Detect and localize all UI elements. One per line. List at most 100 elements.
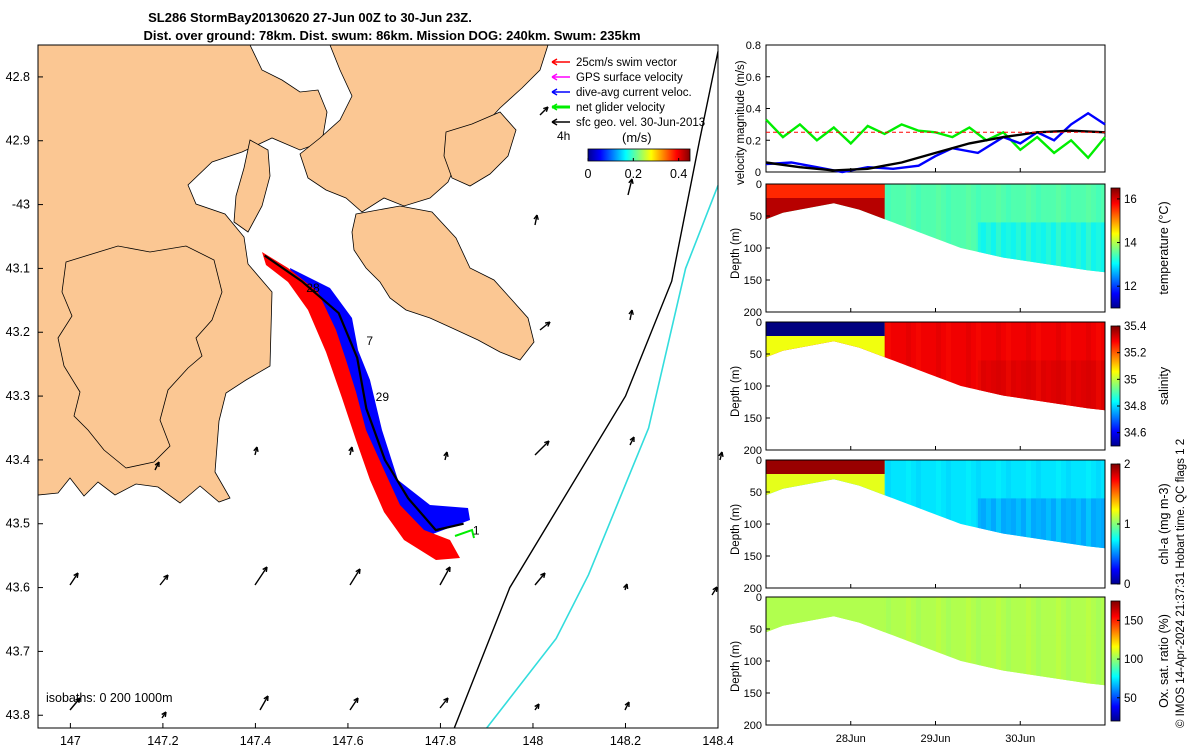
velocity-arrow-15 [154, 461, 160, 471]
depth-ylabel: Depth (m) [730, 228, 742, 279]
map-ytick-label: 43.3 [6, 389, 30, 403]
depth-tick-label: 50 [750, 624, 762, 636]
map-ytick-label: 43.1 [6, 261, 30, 275]
colorbar-tick-label: 12 [1124, 281, 1137, 293]
velocity-arrow-19 [534, 440, 550, 456]
legend-item-1: GPS surface velocity [551, 72, 683, 84]
colorbar-tick-label: 50 [1124, 693, 1137, 705]
velocity-arrow-4 [439, 566, 451, 586]
velocity-ytick-label: 0.8 [746, 40, 761, 52]
colorbar-tick-label: 16 [1124, 194, 1137, 206]
velocity-axes-box [765, 44, 1106, 173]
depth-tick-label: 200 [744, 583, 762, 595]
velocity-arrow-0 [69, 572, 79, 586]
velocity-arrow-14 [624, 701, 630, 711]
depth-tick-label: 100 [744, 519, 762, 531]
map-panel: 28 7 29 1 25cm/s swim vector GPS surface vel… [6, 44, 734, 748]
velocity-ytick-label: 0 [755, 167, 761, 179]
velocity-arrow-7 [711, 586, 718, 596]
map-xtick-label: 147.4 [240, 734, 271, 748]
map-axes: 147 147.2 147.4 147.6 147.8 148 148.2 148.4 42.8… [6, 70, 734, 748]
colorbar-tick-label: 1 [1124, 519, 1130, 531]
velocity-arrow-13 [534, 703, 540, 711]
depth-ylabel: Depth (m) [730, 504, 742, 555]
velocity-arrow-1 [159, 574, 169, 586]
time-tick-label: 30Jun [1005, 733, 1035, 745]
velocity-arrow-24 [627, 178, 634, 196]
velocity-arrow-6 [623, 583, 629, 591]
map-xtick-label: 148.4 [702, 734, 733, 748]
depth-tick-label: 200 [744, 307, 762, 319]
legend-label: GPS surface velocity [576, 72, 683, 84]
legend-label: sfc geo. vel. 30-Jun-2013 [576, 117, 705, 129]
day-label-0: 28 [306, 281, 320, 295]
legend-label: net glider velocity [576, 102, 665, 114]
colorbar-label: Ox. sat. ratio (%) [1157, 614, 1171, 708]
depth-tick-label: 200 [744, 445, 762, 457]
legend-label: dive-avg current veloc. [576, 87, 692, 99]
depth-tick-label: 150 [744, 551, 762, 563]
depth-tick-label: 0 [756, 592, 762, 604]
figure-title: SL286 StormBay20130620 27-Jun 00Z to 30-… [148, 10, 472, 25]
map-ytick-label: 43.5 [6, 517, 30, 531]
colorbar-tick-label: 0 [1124, 579, 1130, 591]
velocity-arrow-16 [253, 446, 259, 456]
map-ytick-label: 43.6 [6, 581, 30, 595]
velocity-arrow-25 [539, 106, 549, 116]
map-ytick-label: 42.8 [6, 70, 30, 84]
day-labels: 28 7 29 1 [306, 281, 480, 538]
colorbar-tick-label: 0.2 [625, 167, 642, 181]
depth-tick-label: 100 [744, 656, 762, 668]
depth-tick-label: 0 [756, 455, 762, 467]
colorbar-units: (m/s) [622, 130, 652, 145]
map-xtick-label: 148.2 [610, 734, 641, 748]
velocity-ytick-label: 0.6 [746, 72, 761, 84]
map-ytick-label: 42.9 [6, 134, 30, 148]
colorbar-tick-label: 150 [1124, 615, 1143, 627]
glider-swath [262, 252, 475, 560]
depth-tick-label: 150 [744, 275, 762, 287]
colorbar-tick-label: 34.8 [1124, 401, 1146, 413]
depth-tick-label: 100 [744, 381, 762, 393]
velocity-arrow-8 [69, 697, 81, 711]
velocity-ytick-label: 0.4 [746, 104, 761, 116]
land-peninsula-south [57, 245, 223, 469]
colorbar-tick-label: 0.4 [670, 167, 687, 181]
section-colorbar [1110, 325, 1121, 447]
colorbar-tick-label: 35.2 [1124, 348, 1146, 360]
isobath-note: isobaths: 0 200 1000m [46, 691, 172, 705]
colorbar-label: chl-a (mg m-3) [1157, 483, 1171, 564]
velocity-series-2 [765, 129, 1106, 172]
velocity-arrow-3 [349, 568, 361, 586]
depth-tick-label: 150 [744, 413, 762, 425]
velocity-arrow-11 [349, 697, 359, 711]
depth-tick-label: 100 [744, 243, 762, 255]
velocity-ylabel: velocity magnitude (m/s) [735, 60, 747, 185]
velocity-arrow-10 [259, 695, 269, 711]
map-ytick-label: 43.7 [6, 644, 30, 658]
colorbar-tick-label: 35 [1124, 374, 1137, 386]
isobath-1000m [453, 51, 719, 729]
velocity-arrow-17 [348, 446, 354, 456]
map-colorbar [587, 148, 691, 162]
velocity-arrow-26 [718, 451, 724, 461]
land-inner-spit [233, 139, 271, 233]
land-north-east [299, 44, 549, 213]
legend-label: 25cm/s swim vector [576, 57, 677, 69]
velocity-ytick-label: 0.2 [746, 135, 761, 147]
colorbar-label: salinity [1157, 366, 1171, 405]
colorbar-tick-label: 0 [585, 167, 592, 181]
land-island-small [443, 111, 517, 187]
velocity-arrow-5 [534, 572, 546, 586]
depth-tick-label: 150 [744, 688, 762, 700]
section-colorbar [1110, 600, 1121, 722]
velocity-arrow-20 [629, 436, 635, 446]
velocity-panel: 0 0.2 0.4 0.6 0.8 velocity magnitude (m/s) [735, 40, 1106, 185]
map-ytick-label: 43.4 [6, 453, 30, 467]
colorbar-label: temperature (°C) [1157, 201, 1171, 294]
velocity-arrow-12 [439, 697, 449, 709]
figure-subtitle: Dist. over ground: 78km. Dist. swum: 86k… [143, 28, 640, 43]
map-ytick-label: 43.8 [6, 708, 30, 722]
legend-item-4: sfc geo. vel. 30-Jun-2013 [551, 117, 705, 129]
